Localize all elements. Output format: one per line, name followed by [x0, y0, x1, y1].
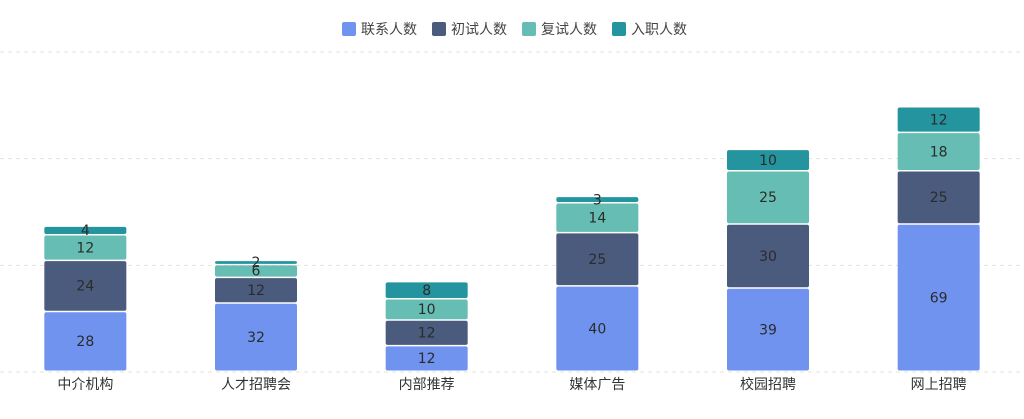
- legend-label: 复试人数: [541, 21, 597, 38]
- bar-segment: [556, 233, 639, 286]
- bar-segment: [897, 107, 980, 132]
- data-label: 4: [81, 223, 90, 239]
- bar-stacks: [44, 107, 980, 371]
- data-label: 18: [930, 144, 948, 160]
- data-label: 6: [252, 264, 261, 280]
- x-axis: 中介机构 人才招聘会 内部推荐 媒体广告 校园招聘 网上招聘: [57, 376, 966, 393]
- data-label: 2: [252, 255, 261, 271]
- legend: 联系人数 初试人数 复试人数 入职人数: [342, 21, 687, 38]
- bar-segment: [215, 261, 297, 264]
- bar-segment: [385, 282, 468, 298]
- legend-swatch: [432, 22, 446, 36]
- x-tick-label: 媒体广告: [569, 377, 625, 393]
- bar-segment: [897, 171, 980, 224]
- data-label: 69: [930, 290, 948, 306]
- x-tick-label: 校园招聘: [740, 376, 796, 393]
- legend-label: 联系人数: [361, 22, 417, 38]
- bar-segment: [44, 261, 127, 311]
- bar-segment: [44, 226, 127, 234]
- x-tick-label: 中介机构: [57, 377, 113, 393]
- bar-segment: [556, 286, 639, 371]
- legend-swatch: [342, 22, 356, 36]
- data-label: 30: [759, 249, 777, 265]
- bar-segment: [897, 224, 980, 371]
- bar-segment: [727, 150, 809, 170]
- data-label: 32: [247, 330, 265, 346]
- bar-segment: [215, 278, 297, 303]
- data-label: 39: [759, 322, 777, 338]
- data-label: 14: [588, 210, 606, 226]
- data-label: 12: [418, 351, 436, 367]
- data-label: 28: [76, 334, 94, 350]
- bar-segment: [556, 197, 639, 202]
- bar-segment: [44, 235, 127, 260]
- data-labels: 2824124321262121210840251433930251069251…: [76, 112, 947, 367]
- data-label: 8: [422, 283, 431, 299]
- bar-segment: [215, 303, 297, 371]
- legend-swatch: [612, 22, 626, 36]
- data-label: 24: [76, 279, 94, 295]
- bar-segment: [44, 312, 127, 371]
- x-tick-label: 内部推荐: [399, 377, 455, 393]
- bar-segment: [897, 133, 980, 170]
- data-label: 3: [593, 192, 602, 208]
- bar-segment: [385, 346, 468, 371]
- data-label: 25: [588, 252, 606, 268]
- x-tick-label: 网上招聘: [911, 377, 967, 393]
- bar-segment: [556, 203, 639, 232]
- data-label: 10: [759, 153, 777, 169]
- bar-segment: [727, 171, 809, 224]
- data-label: 12: [76, 240, 94, 256]
- bar-segment: [727, 224, 809, 288]
- x-tick-label: 人才招聘会: [221, 377, 291, 393]
- bar-segment: [215, 265, 297, 277]
- bar-segment: [385, 299, 468, 320]
- data-label: 12: [247, 283, 265, 299]
- bar-segment: [727, 288, 809, 371]
- legend-swatch: [522, 22, 536, 36]
- legend-label: 初试人数: [451, 21, 507, 38]
- bar-segment: [385, 320, 468, 345]
- data-label: 12: [930, 112, 948, 128]
- data-label: 25: [930, 190, 948, 206]
- data-label: 12: [418, 326, 436, 342]
- data-label: 25: [759, 190, 777, 206]
- legend-label: 入职人数: [631, 22, 687, 38]
- grid-lines: [0, 51, 1024, 373]
- data-label: 10: [418, 302, 436, 318]
- data-label: 40: [588, 321, 606, 337]
